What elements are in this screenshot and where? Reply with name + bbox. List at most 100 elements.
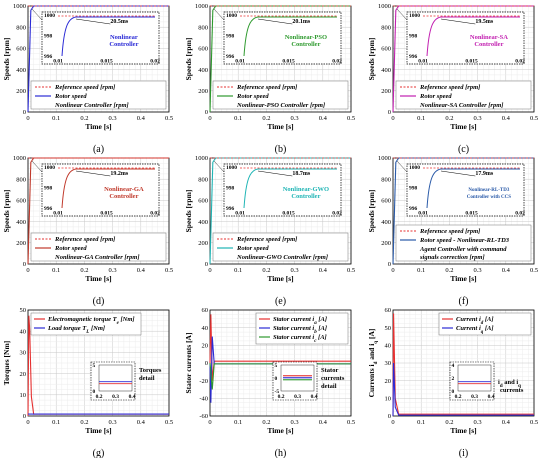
inset-x-tick: 0.015 bbox=[282, 59, 295, 65]
inset-y-tick: 1000 bbox=[226, 165, 237, 171]
inset-x-tick: 0.015 bbox=[100, 211, 113, 217]
y-tick-label: 1000 bbox=[378, 155, 391, 162]
y-tick-label: 800 bbox=[381, 176, 391, 183]
inset-y-tick: 998 bbox=[44, 34, 53, 40]
y-tick-label: 40 bbox=[385, 343, 392, 350]
legend-entry: Rotor speed bbox=[54, 93, 87, 100]
y-tick-label: 200 bbox=[381, 240, 391, 247]
legend-box bbox=[212, 232, 349, 262]
inset-box bbox=[41, 11, 160, 65]
x-axis-label: Time [s] bbox=[85, 426, 111, 435]
controller-name-label: Nonlinear-RL-TD3 bbox=[468, 188, 509, 193]
x-tick-label: 0.5 bbox=[165, 115, 173, 122]
y-tick-label: 600 bbox=[381, 46, 391, 53]
x-tick-label: 0 bbox=[208, 115, 211, 122]
controller-name-label: Nonlinear-GA bbox=[104, 186, 144, 193]
inset-y-tick: 996 bbox=[44, 54, 53, 60]
x-tick-label: 0 bbox=[391, 115, 394, 122]
inset-x-tick: 0.01 bbox=[235, 211, 245, 217]
inset-x-tick: 0.02 bbox=[150, 211, 160, 217]
x-tick-label: 0 bbox=[26, 115, 29, 122]
x-tick-label: 0.5 bbox=[347, 419, 355, 426]
subscript: b bbox=[314, 330, 317, 335]
detail-inset-y-tick: 5 bbox=[275, 363, 278, 369]
legend-entry: Reference speed [rpm] bbox=[419, 228, 480, 235]
detail-inset-y-tick: 4 bbox=[452, 363, 455, 369]
y-tick-label: 0 bbox=[388, 413, 391, 420]
subscript: a bbox=[314, 321, 317, 326]
detail-inset-oscillation bbox=[283, 377, 312, 379]
settling-time-label: 19.5ms bbox=[475, 19, 493, 25]
detail-inset-box bbox=[449, 361, 495, 401]
chart-panel-a: 0 0.1 0.2 0.3 0.4 0.5 0 200 400 600 800 1000 Time [s… bbox=[2, 3, 173, 155]
x-tick-label: 0.1 bbox=[234, 267, 242, 274]
x-tick-label: 0.4 bbox=[137, 267, 146, 274]
y-tick-label: 20 bbox=[385, 378, 392, 385]
text-span: [A] bbox=[317, 325, 327, 332]
legend-box bbox=[438, 312, 532, 336]
inset-curve bbox=[243, 168, 337, 209]
x-tick-label: 0.5 bbox=[530, 419, 538, 426]
legend-box bbox=[30, 80, 167, 110]
settling-time-label: 18.7ms bbox=[292, 171, 310, 177]
inset-x-tick: 0.015 bbox=[282, 211, 295, 217]
x-tick-label: 0.5 bbox=[347, 115, 355, 122]
controller-name-label: Controller bbox=[291, 41, 320, 48]
inset-x-tick: 0.02 bbox=[515, 211, 525, 217]
legend-entry: Rotor speed bbox=[236, 245, 269, 252]
y-tick-label: 40 bbox=[202, 325, 209, 332]
y-tick-label: 1000 bbox=[195, 155, 208, 162]
y-tick-label: 50 bbox=[385, 325, 392, 332]
legend-entry: Stator current ic [A] bbox=[273, 334, 327, 344]
inset-x-tick: 0.01 bbox=[418, 211, 428, 217]
y-tick-label: 800 bbox=[198, 24, 208, 31]
subscript: c bbox=[314, 339, 317, 344]
detail-caption: detail bbox=[321, 383, 337, 390]
inset-y-tick: 1000 bbox=[409, 165, 420, 171]
subscript: e bbox=[117, 321, 120, 326]
y-tick-label: 60 bbox=[385, 307, 392, 314]
text-span: Stator current i bbox=[273, 316, 314, 323]
series-line bbox=[209, 314, 351, 381]
detail-caption: Torques bbox=[139, 367, 162, 374]
controller-name-label: Controller with CCS bbox=[467, 195, 511, 200]
y-tick-label: 400 bbox=[381, 67, 391, 74]
legend-box bbox=[255, 312, 349, 345]
x-tick-label: 0.3 bbox=[109, 115, 117, 122]
detail-inset-x-tick: 0.3 bbox=[294, 394, 301, 400]
text-span: Currents i bbox=[367, 364, 376, 397]
controller-name-label: Nonlinear bbox=[110, 34, 138, 41]
x-tick-label: 0.1 bbox=[52, 419, 60, 426]
y-tick-label: 600 bbox=[16, 46, 26, 53]
x-tick-label: 0.3 bbox=[109, 267, 117, 274]
inset-curve bbox=[426, 16, 520, 57]
settling-time-label: 17.9ms bbox=[475, 171, 493, 177]
legend-entry: Nonlinear-GA Controller [rpm] bbox=[54, 254, 140, 261]
text-span: and i bbox=[367, 344, 376, 362]
y-tick-label: 200 bbox=[16, 240, 26, 247]
x-tick-label: 0 bbox=[391, 419, 394, 426]
y-axis-label: Speeds [rpm] bbox=[184, 38, 193, 81]
controller-name-label: Controller bbox=[291, 193, 320, 200]
text-span: and i bbox=[503, 379, 519, 386]
x-tick-label: 0.3 bbox=[291, 267, 299, 274]
text-span: Current i bbox=[456, 325, 481, 332]
y-tick-label: 40 bbox=[20, 328, 27, 335]
detail-inset-y-tick: 5 bbox=[93, 363, 96, 369]
y-tick-label: 0 bbox=[23, 261, 26, 268]
x-tick-label: 0 bbox=[26, 419, 29, 426]
legend-entry: Reference speed [rpm] bbox=[54, 84, 115, 91]
detail-inset-axes bbox=[98, 364, 133, 392]
detail-inset-x-tick: 0.4 bbox=[129, 394, 136, 400]
legend-entry: Nonlinear-GWO Controller [rpm] bbox=[236, 254, 328, 261]
x-tick-label: 0 bbox=[208, 267, 211, 274]
x-tick-label: 0.4 bbox=[137, 419, 146, 426]
inset-pointer bbox=[396, 160, 408, 173]
x-tick-label: 0.4 bbox=[137, 115, 146, 122]
inset-pointer bbox=[396, 8, 408, 21]
inset-y-tick: 998 bbox=[409, 34, 418, 40]
controller-name-label: Controller bbox=[109, 41, 138, 48]
controller-name-label: Controller bbox=[474, 41, 503, 48]
inset-box bbox=[406, 11, 525, 65]
x-tick-label: 0.2 bbox=[262, 115, 270, 122]
